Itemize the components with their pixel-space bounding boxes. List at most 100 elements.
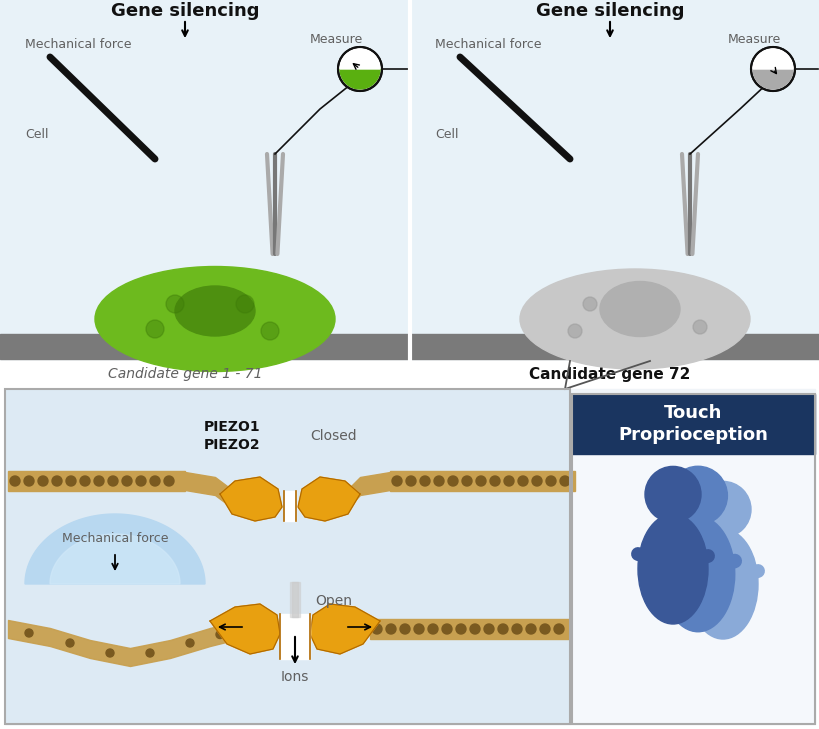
- Circle shape: [146, 320, 164, 338]
- Bar: [0, 334, 410, 359]
- Bar: [0, 120, 410, 132]
- Bar: [0, 179, 410, 192]
- Circle shape: [414, 624, 423, 634]
- Circle shape: [582, 297, 596, 311]
- Bar: [0, 0, 410, 12]
- Polygon shape: [297, 477, 360, 521]
- Bar: [410, 155, 819, 168]
- Ellipse shape: [600, 281, 679, 337]
- Circle shape: [695, 481, 750, 537]
- Circle shape: [94, 476, 104, 486]
- Polygon shape: [50, 534, 180, 584]
- Bar: [410, 0, 819, 359]
- Circle shape: [545, 476, 555, 486]
- Circle shape: [469, 624, 479, 634]
- Bar: [410, 0, 819, 12]
- Bar: [410, 287, 819, 299]
- Bar: [410, 108, 819, 120]
- Text: Open: Open: [314, 594, 351, 608]
- Bar: [410, 179, 819, 192]
- Wedge shape: [340, 49, 379, 69]
- Bar: [410, 203, 819, 215]
- Bar: [0, 132, 410, 144]
- Bar: [410, 227, 819, 239]
- Circle shape: [525, 624, 536, 634]
- Bar: [0, 60, 410, 71]
- Bar: [0, 155, 410, 168]
- Bar: [0, 48, 410, 60]
- Polygon shape: [219, 477, 282, 521]
- Circle shape: [490, 476, 500, 486]
- Bar: [410, 84, 819, 95]
- Bar: [410, 252, 819, 263]
- Wedge shape: [752, 69, 792, 89]
- Ellipse shape: [660, 516, 734, 632]
- Bar: [0, 323, 410, 335]
- Text: Cell: Cell: [434, 128, 458, 141]
- Circle shape: [692, 320, 706, 334]
- Bar: [279, 614, 310, 659]
- Circle shape: [447, 476, 458, 486]
- Circle shape: [554, 624, 563, 634]
- Circle shape: [66, 476, 76, 486]
- Ellipse shape: [687, 529, 757, 639]
- Text: Mechanical force: Mechanical force: [25, 37, 131, 50]
- Bar: [0, 215, 410, 227]
- Bar: [569, 389, 814, 724]
- Text: Gene silencing: Gene silencing: [535, 2, 683, 20]
- Circle shape: [461, 476, 472, 486]
- Ellipse shape: [519, 269, 749, 369]
- Circle shape: [372, 624, 382, 634]
- Bar: [0, 12, 410, 24]
- Bar: [0, 192, 410, 203]
- Bar: [0, 311, 410, 323]
- Circle shape: [337, 47, 382, 91]
- Bar: [290, 582, 300, 617]
- Polygon shape: [310, 604, 379, 654]
- Text: Mechanical force: Mechanical force: [434, 37, 541, 50]
- Circle shape: [52, 476, 62, 486]
- Bar: [410, 239, 819, 252]
- Bar: [410, 323, 819, 335]
- Circle shape: [455, 624, 465, 634]
- Bar: [292, 582, 297, 617]
- Text: Mechanical force: Mechanical force: [61, 532, 168, 545]
- Ellipse shape: [95, 267, 335, 372]
- Circle shape: [405, 476, 415, 486]
- Ellipse shape: [174, 286, 255, 336]
- Polygon shape: [25, 514, 205, 584]
- Bar: [5, 389, 569, 724]
- Circle shape: [80, 476, 90, 486]
- Bar: [410, 168, 819, 179]
- Bar: [410, 36, 819, 48]
- Circle shape: [25, 629, 33, 637]
- Bar: [369, 619, 569, 639]
- Bar: [0, 203, 410, 215]
- Bar: [0, 0, 410, 359]
- Wedge shape: [752, 49, 792, 69]
- Bar: [410, 334, 819, 359]
- Circle shape: [150, 476, 160, 486]
- Circle shape: [568, 324, 581, 338]
- Circle shape: [66, 639, 74, 647]
- Bar: [572, 394, 814, 454]
- Circle shape: [428, 624, 437, 634]
- Circle shape: [540, 624, 550, 634]
- Text: Cell: Cell: [25, 128, 48, 141]
- Circle shape: [186, 639, 194, 647]
- Circle shape: [24, 476, 34, 486]
- Circle shape: [165, 295, 183, 313]
- Bar: [283, 491, 296, 521]
- Text: Measure: Measure: [727, 33, 781, 45]
- Bar: [410, 12, 819, 24]
- Bar: [0, 95, 410, 108]
- Bar: [0, 239, 410, 252]
- Bar: [410, 144, 819, 155]
- Circle shape: [511, 624, 522, 634]
- Bar: [0, 71, 410, 84]
- Text: Closed: Closed: [310, 429, 356, 443]
- Circle shape: [667, 467, 726, 525]
- Bar: [572, 394, 814, 724]
- Circle shape: [441, 624, 451, 634]
- Bar: [410, 48, 819, 60]
